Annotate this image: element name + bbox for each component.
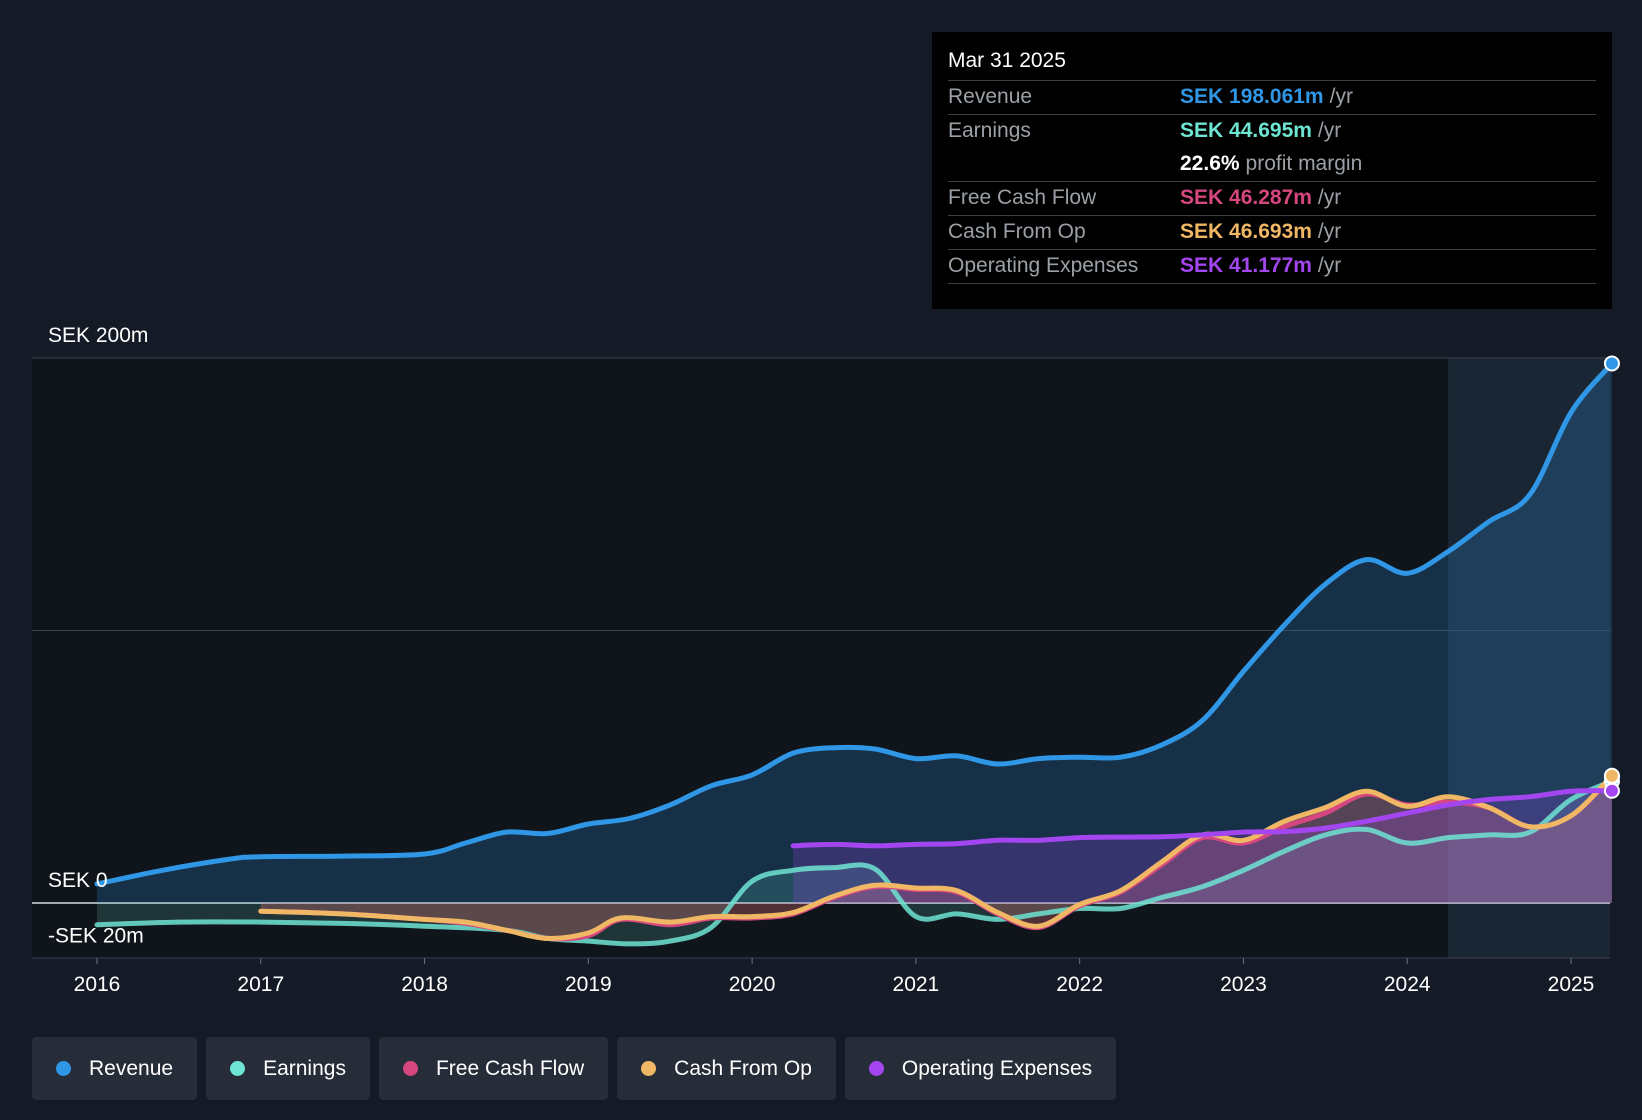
revenue-end-point xyxy=(1603,355,1620,372)
tooltip-row-value: SEK 46.287m xyxy=(1180,186,1312,209)
legend-dot-icon xyxy=(402,1061,418,1076)
legend-item-free-cash-flow[interactable]: Free Cash Flow xyxy=(378,1037,609,1100)
x-tick-label: 2020 xyxy=(729,973,776,996)
y-axis-label: -SEK 20m xyxy=(48,925,144,948)
legend-dot-icon xyxy=(641,1061,657,1076)
legend-item-earnings[interactable]: Earnings xyxy=(206,1037,370,1100)
revenue-area xyxy=(97,363,1612,903)
free-cash-flow-area xyxy=(260,776,1612,939)
tooltip-row-label: Cash From Op xyxy=(948,220,1086,243)
tooltip-row: Cash From Op SEK 46.693m/yr xyxy=(948,215,1596,249)
tooltip-row-value: SEK 44.695m xyxy=(1180,119,1312,142)
tooltip-row-unit: profit margin xyxy=(1245,152,1363,175)
legend-dot-icon xyxy=(230,1061,246,1076)
tooltip-row: Operating Expenses SEK 41.177m/yr xyxy=(948,249,1596,283)
x-tick-label: 2025 xyxy=(1548,973,1595,996)
earnings-line xyxy=(94,778,1615,947)
tooltip-row-value: SEK 46.693m xyxy=(1180,220,1312,243)
legend-item-cash-from-op[interactable]: Cash From Op xyxy=(617,1037,836,1100)
tooltip-row: 22.6% profit margin xyxy=(948,148,1596,181)
tooltip-row-label: Revenue xyxy=(948,85,1033,108)
cash-from-op-area xyxy=(260,775,1612,939)
tooltip-row-unit: /yr xyxy=(1317,186,1342,209)
x-tick-label: 2019 xyxy=(565,973,612,996)
y-axis-label: SEK 200m xyxy=(48,324,148,347)
tooltip-date: Mar 31 2025 xyxy=(948,49,1066,72)
tooltip: Mar 31 2025 Revenue SEK 198.061m/yr Earnin… xyxy=(932,32,1612,309)
x-tick-label: 2023 xyxy=(1220,973,1267,996)
operating-expenses-line xyxy=(790,788,1615,849)
x-tick-label: 2017 xyxy=(237,973,284,996)
chart-svg: SEK 200m SEK 0 -SEK 20m 2016 2017 2018 2019 202… xyxy=(32,324,1620,996)
tooltip-row-unit: /yr xyxy=(1317,220,1342,243)
earnings-area xyxy=(97,781,1612,944)
x-tick-label: 2021 xyxy=(893,973,940,996)
tooltip-row: Revenue SEK 198.061m/yr xyxy=(948,80,1596,114)
legend-dot-icon xyxy=(56,1061,71,1076)
tooltip-row-label xyxy=(948,148,1180,181)
legend-dot-icon xyxy=(868,1061,884,1076)
legend-label: Revenue xyxy=(89,1056,174,1080)
tooltip-row-value: SEK 198.061m xyxy=(1180,85,1324,108)
legend-label: Free Cash Flow xyxy=(435,1056,585,1080)
operating-expenses-end-point xyxy=(1603,782,1620,799)
legend-item-revenue[interactable]: Revenue xyxy=(32,1037,198,1100)
y-axis-label: SEK 0 xyxy=(48,869,108,892)
tooltip-row: Earnings SEK 44.695m/yr xyxy=(948,114,1596,148)
x-tick-label: 2024 xyxy=(1384,973,1431,996)
x-tick-label: 2018 xyxy=(401,973,448,996)
x-tick-label: 2022 xyxy=(1056,973,1103,996)
tooltip-divider xyxy=(948,283,1596,284)
tooltip-row-label: Earnings xyxy=(948,119,1031,142)
tooltip-row-unit: /yr xyxy=(1317,254,1342,277)
forecast-highlight-region xyxy=(1448,358,1610,958)
tooltip-row-unit: /yr xyxy=(1329,85,1353,108)
cash-from-op-end-point xyxy=(1603,767,1620,784)
operating-expenses-area xyxy=(793,790,1612,903)
tooltip-row-label: Free Cash Flow xyxy=(948,186,1097,209)
legend-label: Earnings xyxy=(263,1056,346,1080)
legend-item-operating-expenses[interactable]: Operating Expenses xyxy=(844,1037,1117,1100)
legend: Revenue Earnings Free Cash Flow Cash From O… xyxy=(32,1037,1117,1100)
tooltip-row-value: SEK 41.177m xyxy=(1180,254,1312,277)
cash-from-op-line xyxy=(258,773,1615,941)
tooltip-row-unit: /yr xyxy=(1317,119,1342,142)
legend-label: Operating Expenses xyxy=(901,1056,1093,1080)
tooltip-row-value: 22.6% xyxy=(1180,152,1240,175)
tooltip-row: Free Cash Flow SEK 46.287m/yr xyxy=(948,181,1596,215)
legend-label: Cash From Op xyxy=(674,1056,812,1080)
revenue-line xyxy=(94,361,1615,887)
tooltip-row-label: Operating Expenses xyxy=(948,254,1139,277)
x-tick-label: 2016 xyxy=(74,973,121,996)
